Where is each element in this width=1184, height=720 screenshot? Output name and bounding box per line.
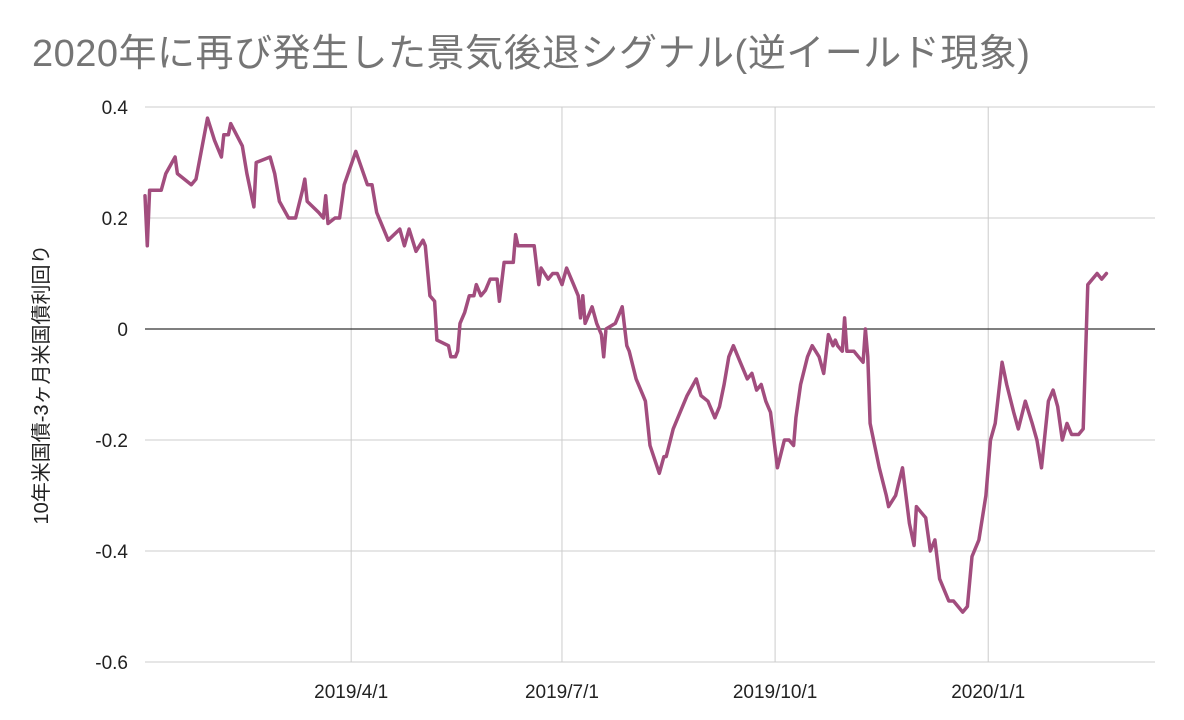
y-axis-title: 10年米国債-3ヶ月米国債利回り <box>30 244 53 524</box>
x-tick-label: 2019/7/1 <box>525 682 599 703</box>
y-tick-label: 0 <box>117 320 128 341</box>
y-tick-label: -0.6 <box>95 653 128 674</box>
x-tick-label: 2019/10/1 <box>733 682 818 703</box>
series-line <box>143 116 1109 614</box>
y-tick-label: 0.4 <box>102 98 129 119</box>
y-tick-label: -0.4 <box>95 542 128 563</box>
y-tick-label: -0.2 <box>95 431 128 452</box>
grid-lines <box>145 106 1155 663</box>
x-axis-tick-labels: 2019/4/1 2019/7/1 2019/10/1 2020/1/1 <box>314 682 1025 703</box>
y-tick-label: 0.2 <box>102 209 128 230</box>
x-tick-label: 2020/1/1 <box>951 682 1025 703</box>
x-tick-label: 2019/4/1 <box>314 682 388 703</box>
chart-title: 2020年に再び発生した景気後退シグナル(逆イールド現象) <box>32 33 1031 75</box>
y-axis-tick-labels: 0.4 0.2 0 -0.2 -0.4 -0.6 <box>95 98 128 674</box>
